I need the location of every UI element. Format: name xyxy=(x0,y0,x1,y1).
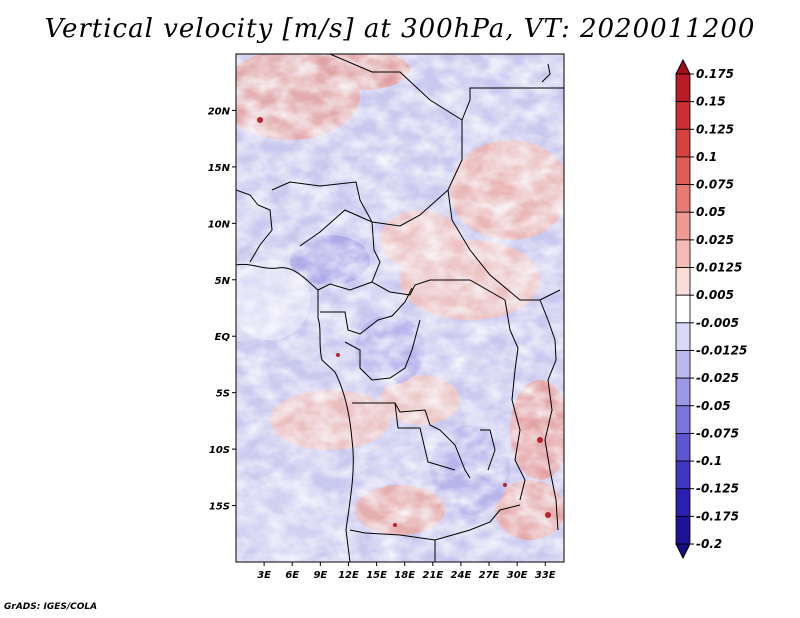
lon-tick-label: 9E xyxy=(313,570,327,581)
longitude-axis: 3E 6E 9E 12E 15E 18E 21E 24E 27E 30E 33E xyxy=(257,562,556,581)
colorbar-label: -0.0125 xyxy=(696,343,747,357)
colorbar-bottom-arrow xyxy=(675,543,691,560)
map-frame xyxy=(235,53,565,563)
lon-tick-label: 27E xyxy=(479,570,500,581)
colorbar-swatch xyxy=(675,73,691,103)
lon-tick-label: 24E xyxy=(451,570,472,581)
lon-tick-label: 3E xyxy=(257,570,271,581)
lat-tick-label: 5N xyxy=(215,276,231,287)
colorbar-label: 0.025 xyxy=(696,233,734,247)
colorbar-swatch xyxy=(675,101,691,130)
colorbar-label: -0.175 xyxy=(696,509,739,523)
colorbar-swatch xyxy=(675,156,691,185)
colorbar-label: -0.05 xyxy=(696,399,731,413)
colorbar-swatch xyxy=(675,515,691,545)
colorbar-label: 0.175 xyxy=(696,67,734,81)
colorbar-label: -0.2 xyxy=(696,537,722,551)
lat-tick-label: 15S xyxy=(209,502,230,513)
colorbar-label: -0.075 xyxy=(696,426,739,440)
lat-tick-label: 5S xyxy=(216,389,230,400)
colorbar-label: 0.0125 xyxy=(696,261,742,275)
colorbar-swatch xyxy=(675,239,691,268)
colorbar-swatch xyxy=(675,488,691,517)
colorbar-swatch xyxy=(675,211,691,241)
lat-tick-label: EQ xyxy=(215,332,231,343)
footer-credit: GrADS: IGES/COLA xyxy=(4,602,98,612)
colorbar-label: 0.125 xyxy=(696,122,734,136)
colorbar-swatch xyxy=(675,184,691,213)
colorbar-label: 0.15 xyxy=(696,95,726,109)
colorbar-label: 0.1 xyxy=(696,150,717,164)
colorbar-top-arrow xyxy=(675,58,691,75)
colorbar-label: -0.025 xyxy=(696,371,739,385)
colorbar-label: 0.075 xyxy=(696,178,734,192)
colorbar-label: 0.005 xyxy=(696,288,734,302)
colorbar-swatch xyxy=(675,322,691,351)
intense-spots xyxy=(257,117,551,527)
lat-tick-label: 10N xyxy=(208,219,231,230)
colorbar-label: -0.005 xyxy=(696,316,739,330)
lon-tick-label: 21E xyxy=(422,570,443,581)
chart-title: Vertical velocity [m/s] at 300hPa, VT: 2… xyxy=(44,14,756,44)
lon-tick-label: 18E xyxy=(394,570,415,581)
colorbar-swatch xyxy=(675,377,691,407)
lat-tick-label: 15N xyxy=(208,163,231,174)
lon-tick-label: 6E xyxy=(285,570,299,581)
colorbar-swatch xyxy=(675,405,691,434)
country-borders xyxy=(236,54,564,562)
lon-tick-label: 30E xyxy=(507,570,528,581)
colorbar-swatch xyxy=(675,460,691,490)
lon-tick-label: 33E xyxy=(535,570,556,581)
colorbar-swatch xyxy=(675,128,691,158)
colorbar-label: 0.05 xyxy=(696,205,726,219)
map-panel xyxy=(236,54,564,562)
colorbar-label: -0.1 xyxy=(696,454,722,468)
colorbar-label: -0.125 xyxy=(696,482,739,496)
colorbar: 0.175 0.15 0.125 0.1 0.075 0.05 0.025 0.0125 0.0… xyxy=(675,58,747,560)
lat-tick-label: 10S xyxy=(209,445,230,456)
latitude-axis: 20N 15N 10N 5N EQ 5S 10S 15S xyxy=(208,106,236,513)
lat-tick-label: 20N xyxy=(208,106,231,117)
lon-tick-label: 12E xyxy=(338,570,359,581)
colorbar-swatch xyxy=(675,294,691,324)
lon-tick-label: 15E xyxy=(366,570,387,581)
colorbar-swatch xyxy=(675,350,691,379)
colorbar-swatch xyxy=(675,267,691,296)
colorbar-swatch xyxy=(675,433,691,462)
